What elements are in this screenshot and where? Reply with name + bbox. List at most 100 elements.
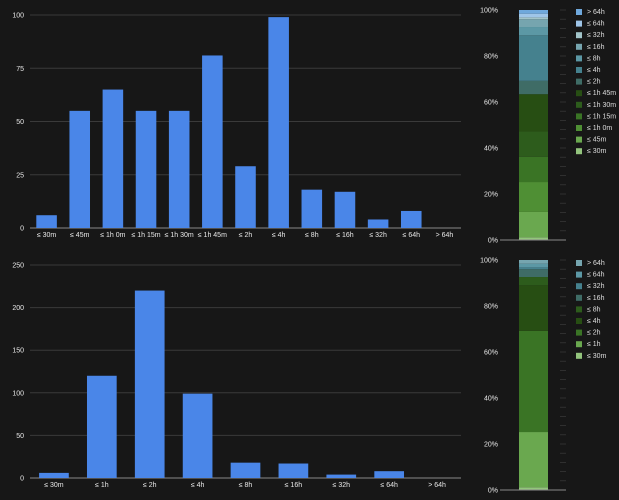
- stack-segment: [519, 260, 548, 264]
- legend-label: ≤ 4h: [587, 67, 601, 74]
- stack-segment: [519, 13, 548, 18]
- x-tick-label: ≤ 32h: [333, 482, 351, 489]
- legend-label: ≤ 32h: [587, 283, 605, 290]
- legend-swatch: [576, 20, 582, 27]
- bar: [301, 189, 323, 228]
- legend-label: ≤ 1h 30m: [587, 102, 616, 109]
- bar: [168, 110, 190, 228]
- x-tick-label: ≤ 1h 30m: [165, 232, 194, 239]
- y-tick-label: 0: [20, 226, 24, 233]
- y-tick-label: 200: [12, 305, 24, 312]
- bar: [235, 166, 256, 228]
- y-tick-label: 0: [20, 476, 24, 483]
- x-tick-label: ≤ 64h: [380, 482, 398, 489]
- x-tick-label: > 64h: [428, 482, 446, 489]
- stack-segment: [519, 432, 548, 488]
- stack-segment: [519, 131, 548, 157]
- legend-swatch: [576, 329, 582, 336]
- legend-swatch: [576, 294, 582, 301]
- y-tick-label: 250: [12, 263, 24, 270]
- y-tick-label: 80%: [484, 54, 498, 61]
- x-tick-label: ≤ 4h: [272, 232, 286, 239]
- legend-label: ≤ 1h 45m: [587, 90, 616, 97]
- x-tick-label: ≤ 16h: [336, 232, 354, 239]
- legend-swatch: [576, 306, 582, 313]
- x-tick-label: ≤ 2h: [143, 482, 157, 489]
- x-tick-label: ≤ 1h 0m: [100, 232, 125, 239]
- y-tick-label: 50: [16, 119, 24, 126]
- stack-segment: [519, 277, 548, 286]
- y-tick-label: 100%: [480, 258, 498, 265]
- bar: [268, 17, 289, 228]
- legend-label: ≤ 2h: [587, 79, 601, 86]
- legend-label: ≤ 8h: [587, 306, 601, 313]
- legend-label: ≤ 30m: [587, 353, 607, 360]
- x-tick-label: ≤ 8h: [305, 232, 319, 239]
- y-tick-label: 50: [16, 433, 24, 440]
- legend-swatch: [576, 32, 582, 39]
- legend-swatch: [576, 43, 582, 50]
- y-tick-label: 25: [16, 172, 24, 179]
- stack-segment: [519, 285, 548, 331]
- bar: [69, 110, 91, 228]
- legend-label: ≤ 30m: [587, 148, 607, 155]
- legend-swatch: [576, 67, 582, 73]
- x-tick-label: ≤ 1h 15m: [131, 232, 160, 239]
- legend-label: ≤ 45m: [587, 137, 607, 144]
- stack-segment: [519, 19, 548, 28]
- legend-swatch: [576, 78, 582, 85]
- bar: [182, 393, 213, 478]
- y-tick-label: 60%: [484, 100, 498, 107]
- legend-swatch: [576, 55, 582, 62]
- x-tick-label: > 64h: [436, 232, 454, 239]
- stack-segment: [519, 27, 548, 36]
- legend-swatch: [576, 283, 582, 290]
- x-tick-label: ≤ 30m: [37, 232, 57, 239]
- x-tick-label: ≤ 1h: [95, 482, 109, 489]
- stack-segment: [519, 211, 548, 238]
- y-tick-label: 0%: [488, 488, 498, 495]
- bar: [278, 463, 309, 478]
- bar: [367, 219, 389, 228]
- bar: [374, 471, 405, 478]
- stack-segment: [519, 267, 548, 270]
- bar: [230, 462, 261, 478]
- stack-segment: [519, 182, 548, 212]
- x-tick-label: ≤ 1h 45m: [198, 232, 227, 239]
- y-tick-label: 40%: [484, 146, 498, 153]
- legend-swatch: [576, 352, 582, 359]
- stack-segment: [519, 487, 548, 490]
- legend-swatch: [576, 9, 582, 15]
- x-tick-label: ≤ 30m: [44, 482, 64, 489]
- y-tick-label: 100: [12, 390, 24, 397]
- x-tick-label: ≤ 4h: [191, 482, 205, 489]
- y-tick-label: 20%: [484, 192, 498, 199]
- legend-swatch: [576, 90, 582, 97]
- stack-segment: [519, 263, 548, 268]
- x-tick-label: ≤ 64h: [403, 232, 421, 239]
- stack-segment: [519, 94, 548, 132]
- legend-swatch: [576, 260, 582, 266]
- legend-swatch: [576, 271, 582, 278]
- y-tick-label: 60%: [484, 350, 498, 357]
- stack-segment: [519, 237, 548, 240]
- bar: [400, 210, 422, 228]
- bar: [39, 472, 69, 478]
- y-tick-label: 150: [12, 348, 24, 355]
- y-tick-label: 20%: [484, 442, 498, 449]
- stack-segment: [519, 17, 548, 20]
- x-tick-label: ≤ 8h: [239, 482, 253, 489]
- y-tick-label: 0%: [488, 238, 498, 245]
- y-tick-label: 100%: [480, 8, 498, 15]
- legend-swatch: [576, 113, 582, 120]
- legend-label: ≤ 64h: [587, 21, 605, 28]
- legend-swatch: [576, 136, 582, 143]
- bar: [36, 215, 57, 228]
- bar: [326, 474, 357, 478]
- legend-swatch: [576, 148, 582, 155]
- bar: [102, 89, 124, 228]
- legend-swatch: [576, 318, 582, 324]
- legend-label: ≤ 2h: [587, 330, 601, 337]
- y-tick-label: 100: [12, 13, 24, 20]
- legend-swatch: [576, 341, 582, 348]
